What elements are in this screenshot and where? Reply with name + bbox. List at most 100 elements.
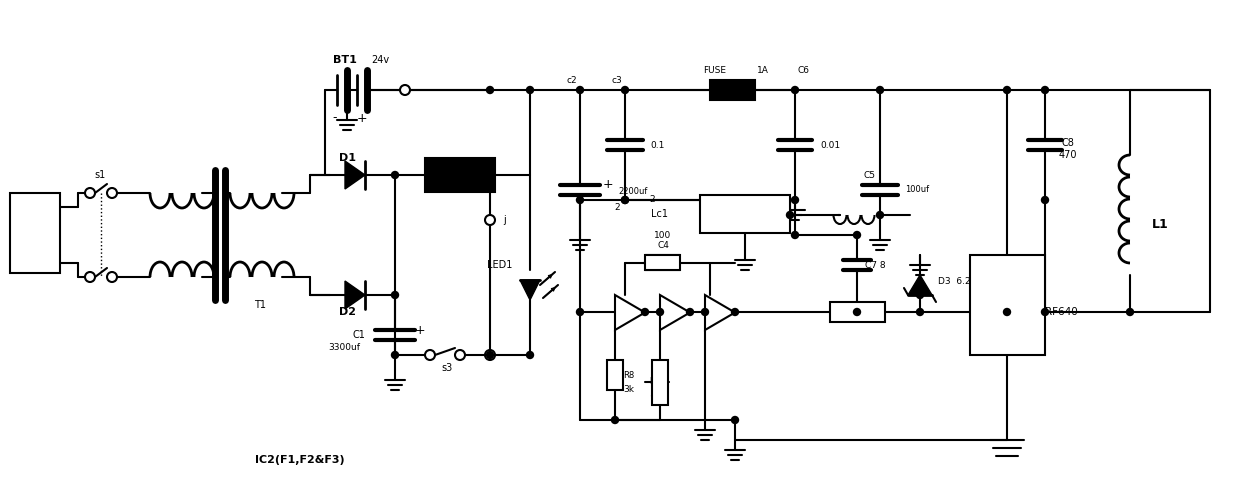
Text: C1: C1 — [352, 330, 366, 340]
Text: FUSE: FUSE — [704, 65, 726, 74]
Circle shape — [917, 308, 923, 315]
Text: 100: 100 — [654, 231, 672, 240]
Circle shape — [85, 188, 95, 198]
Text: Q1: Q1 — [997, 298, 1017, 311]
Text: D2: D2 — [338, 307, 356, 317]
Text: 0.01: 0.01 — [820, 141, 840, 150]
Text: IRF640: IRF640 — [1042, 307, 1078, 317]
Circle shape — [792, 232, 798, 239]
Circle shape — [622, 197, 628, 204]
Text: FUSE: FUSE — [722, 85, 742, 94]
Circle shape — [487, 351, 493, 358]
Text: 10k: 10k — [649, 396, 664, 405]
Text: 100uf: 100uf — [904, 186, 929, 195]
Text: 470: 470 — [1059, 150, 1077, 160]
Text: s3: s3 — [441, 363, 452, 373]
Circle shape — [400, 85, 410, 95]
Polygon shape — [344, 281, 366, 309]
Circle shape — [1004, 86, 1011, 93]
Text: c3: c3 — [612, 75, 622, 84]
Circle shape — [1126, 308, 1134, 315]
Text: D3  6.2v: D3 6.2v — [938, 277, 976, 286]
Polygon shape — [705, 295, 735, 330]
Text: 2200uf: 2200uf — [618, 187, 647, 196]
Circle shape — [392, 172, 399, 179]
Text: 1A: 1A — [757, 65, 769, 74]
Text: C7 8: C7 8 — [865, 260, 886, 269]
Circle shape — [484, 350, 496, 360]
Bar — [970, 255, 1044, 355]
Circle shape — [854, 308, 861, 315]
Circle shape — [576, 308, 584, 315]
Text: L1: L1 — [1151, 219, 1168, 232]
Text: f3: f3 — [715, 307, 724, 316]
Text: f2: f2 — [669, 307, 679, 316]
Circle shape — [642, 308, 648, 315]
Text: RP1: RP1 — [649, 378, 664, 387]
Circle shape — [487, 86, 493, 93]
Text: R2 100k: R2 100k — [839, 307, 876, 316]
Text: BT1: BT1 — [333, 55, 357, 65]
Bar — [646, 255, 680, 270]
Text: c2: c2 — [566, 75, 577, 84]
Text: 3300uf: 3300uf — [328, 342, 361, 351]
Circle shape — [854, 232, 861, 239]
Text: C6: C6 — [798, 65, 810, 74]
Circle shape — [527, 86, 534, 93]
Circle shape — [107, 188, 116, 198]
Circle shape — [657, 308, 664, 315]
Circle shape — [85, 272, 95, 282]
Text: Lc1: Lc1 — [652, 209, 669, 219]
Circle shape — [392, 351, 399, 358]
Text: 2: 2 — [615, 204, 620, 213]
Circle shape — [1042, 308, 1048, 315]
Circle shape — [686, 308, 694, 315]
Text: s1: s1 — [94, 170, 105, 180]
Text: Ac220v: Ac220v — [19, 229, 52, 238]
Circle shape — [484, 215, 496, 225]
Circle shape — [792, 197, 798, 204]
Circle shape — [1004, 308, 1011, 315]
Text: j: j — [503, 215, 506, 225]
Text: +: + — [602, 179, 613, 192]
Text: 24v: 24v — [370, 55, 389, 65]
Polygon shape — [615, 295, 646, 330]
Circle shape — [731, 417, 738, 424]
Text: 3k: 3k — [623, 386, 634, 395]
Circle shape — [487, 172, 493, 179]
Circle shape — [622, 86, 628, 93]
Circle shape — [425, 350, 435, 360]
Text: f1: f1 — [624, 307, 633, 316]
Circle shape — [876, 86, 883, 93]
Circle shape — [876, 212, 883, 219]
Text: 0.1: 0.1 — [650, 141, 664, 150]
Polygon shape — [344, 161, 366, 189]
Text: D3: D3 — [453, 170, 467, 180]
Circle shape — [576, 86, 584, 93]
Circle shape — [612, 417, 618, 424]
Circle shape — [455, 350, 465, 360]
Text: C8: C8 — [1062, 138, 1074, 148]
Circle shape — [787, 212, 793, 219]
Text: IC2(F1,F2&F3): IC2(F1,F2&F3) — [255, 455, 344, 465]
Circle shape — [792, 86, 798, 93]
Circle shape — [392, 291, 399, 298]
Circle shape — [731, 308, 738, 315]
Text: 2: 2 — [649, 196, 655, 205]
Bar — [700, 195, 790, 233]
Bar — [607, 360, 623, 390]
Bar — [10, 193, 59, 273]
Polygon shape — [520, 280, 540, 300]
Circle shape — [701, 308, 709, 315]
Polygon shape — [660, 295, 690, 330]
Text: T1: T1 — [254, 300, 266, 310]
Text: +: + — [415, 323, 425, 336]
Text: C5: C5 — [864, 171, 876, 180]
Text: 78L 12: 78L 12 — [729, 209, 762, 219]
Bar — [830, 302, 885, 322]
Text: +: + — [357, 111, 367, 124]
Circle shape — [1042, 86, 1048, 93]
Circle shape — [917, 291, 923, 298]
Circle shape — [576, 197, 584, 204]
Circle shape — [622, 197, 628, 204]
